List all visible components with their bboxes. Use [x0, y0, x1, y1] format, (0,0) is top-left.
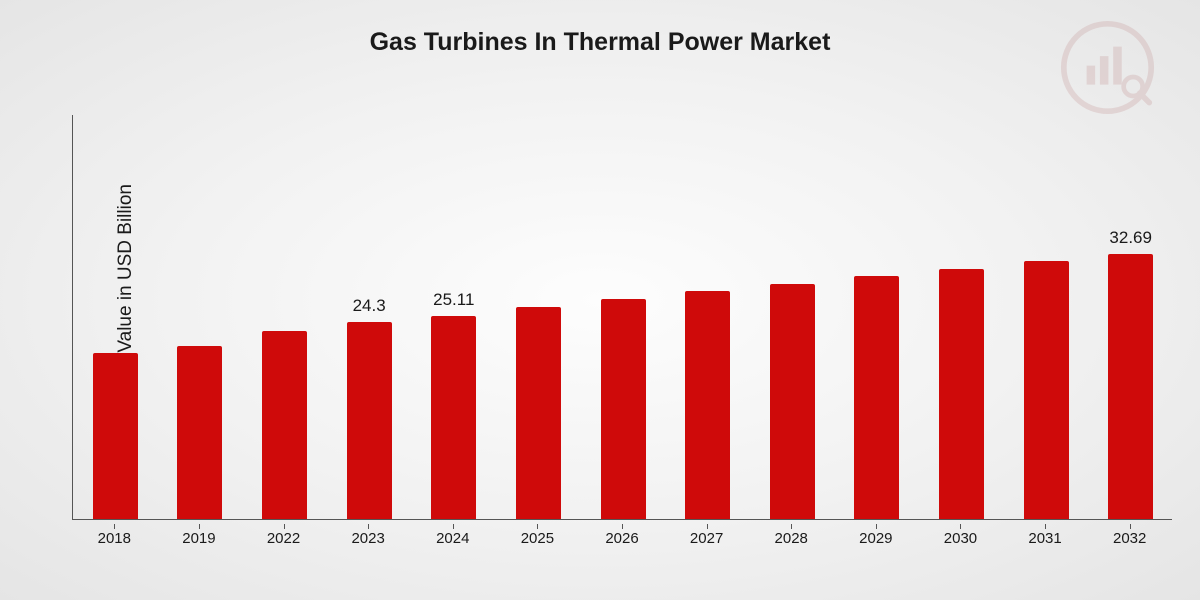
x-axis-category: 2024 [436, 530, 469, 547]
x-axis-category: 2027 [690, 530, 723, 547]
x-tick [1045, 524, 1046, 529]
bar [939, 269, 984, 519]
x-axis-category: 2019 [182, 530, 215, 547]
watermark-logo [1060, 20, 1155, 115]
bar [177, 346, 222, 519]
x-tick [537, 524, 538, 529]
chart-title: Gas Turbines In Thermal Power Market [0, 28, 1200, 57]
x-tick [284, 524, 285, 529]
x-axis-labels: 2018 2019 2022 2023 2024 2025 2026 2027 2028 2029… [72, 524, 1172, 564]
bar-rect [93, 353, 138, 519]
x-axis-category: 2030 [944, 530, 977, 547]
bar-value-label: 25.11 [433, 290, 474, 310]
bar-rect [770, 284, 815, 519]
bar-value-label: 32.69 [1109, 228, 1152, 248]
x-tick [622, 524, 623, 529]
bar [685, 291, 730, 519]
bar-rect [1108, 254, 1153, 519]
x-tick [876, 524, 877, 529]
bar-rect [854, 276, 899, 519]
x-tick [453, 524, 454, 529]
bar-value-label: 24.3 [353, 296, 386, 316]
x-tick [1130, 524, 1131, 529]
bar-rect [347, 322, 392, 519]
bar: 32.69 [1108, 254, 1153, 519]
chart-plot-area: 24.3 25.11 32.69 [72, 115, 1172, 520]
bar [854, 276, 899, 519]
bar-rect [516, 307, 561, 519]
bar-rect [939, 269, 984, 519]
bar-rect [1024, 261, 1069, 519]
x-axis-category: 2029 [859, 530, 892, 547]
x-axis-category: 2032 [1113, 530, 1146, 547]
bar-rect [601, 299, 646, 519]
x-tick [791, 524, 792, 529]
bar [516, 307, 561, 519]
bar-rect [431, 316, 476, 519]
x-axis-category: 2026 [605, 530, 638, 547]
x-axis-category: 2025 [521, 530, 554, 547]
bar [1024, 261, 1069, 519]
x-tick [368, 524, 369, 529]
bar [601, 299, 646, 519]
x-axis-category: 2031 [1028, 530, 1061, 547]
bar-rect [177, 346, 222, 519]
bar-rect [262, 331, 307, 519]
bar [770, 284, 815, 519]
bar [262, 331, 307, 519]
x-tick [707, 524, 708, 529]
x-axis-category: 2028 [775, 530, 808, 547]
x-axis-category: 2018 [98, 530, 131, 547]
bar: 25.11 [431, 316, 476, 519]
x-axis-category: 2023 [351, 530, 384, 547]
x-tick [114, 524, 115, 529]
x-tick [960, 524, 961, 529]
bar-rect [685, 291, 730, 519]
x-axis-category: 2022 [267, 530, 300, 547]
bar [93, 353, 138, 519]
bar: 24.3 [347, 322, 392, 519]
x-tick [199, 524, 200, 529]
